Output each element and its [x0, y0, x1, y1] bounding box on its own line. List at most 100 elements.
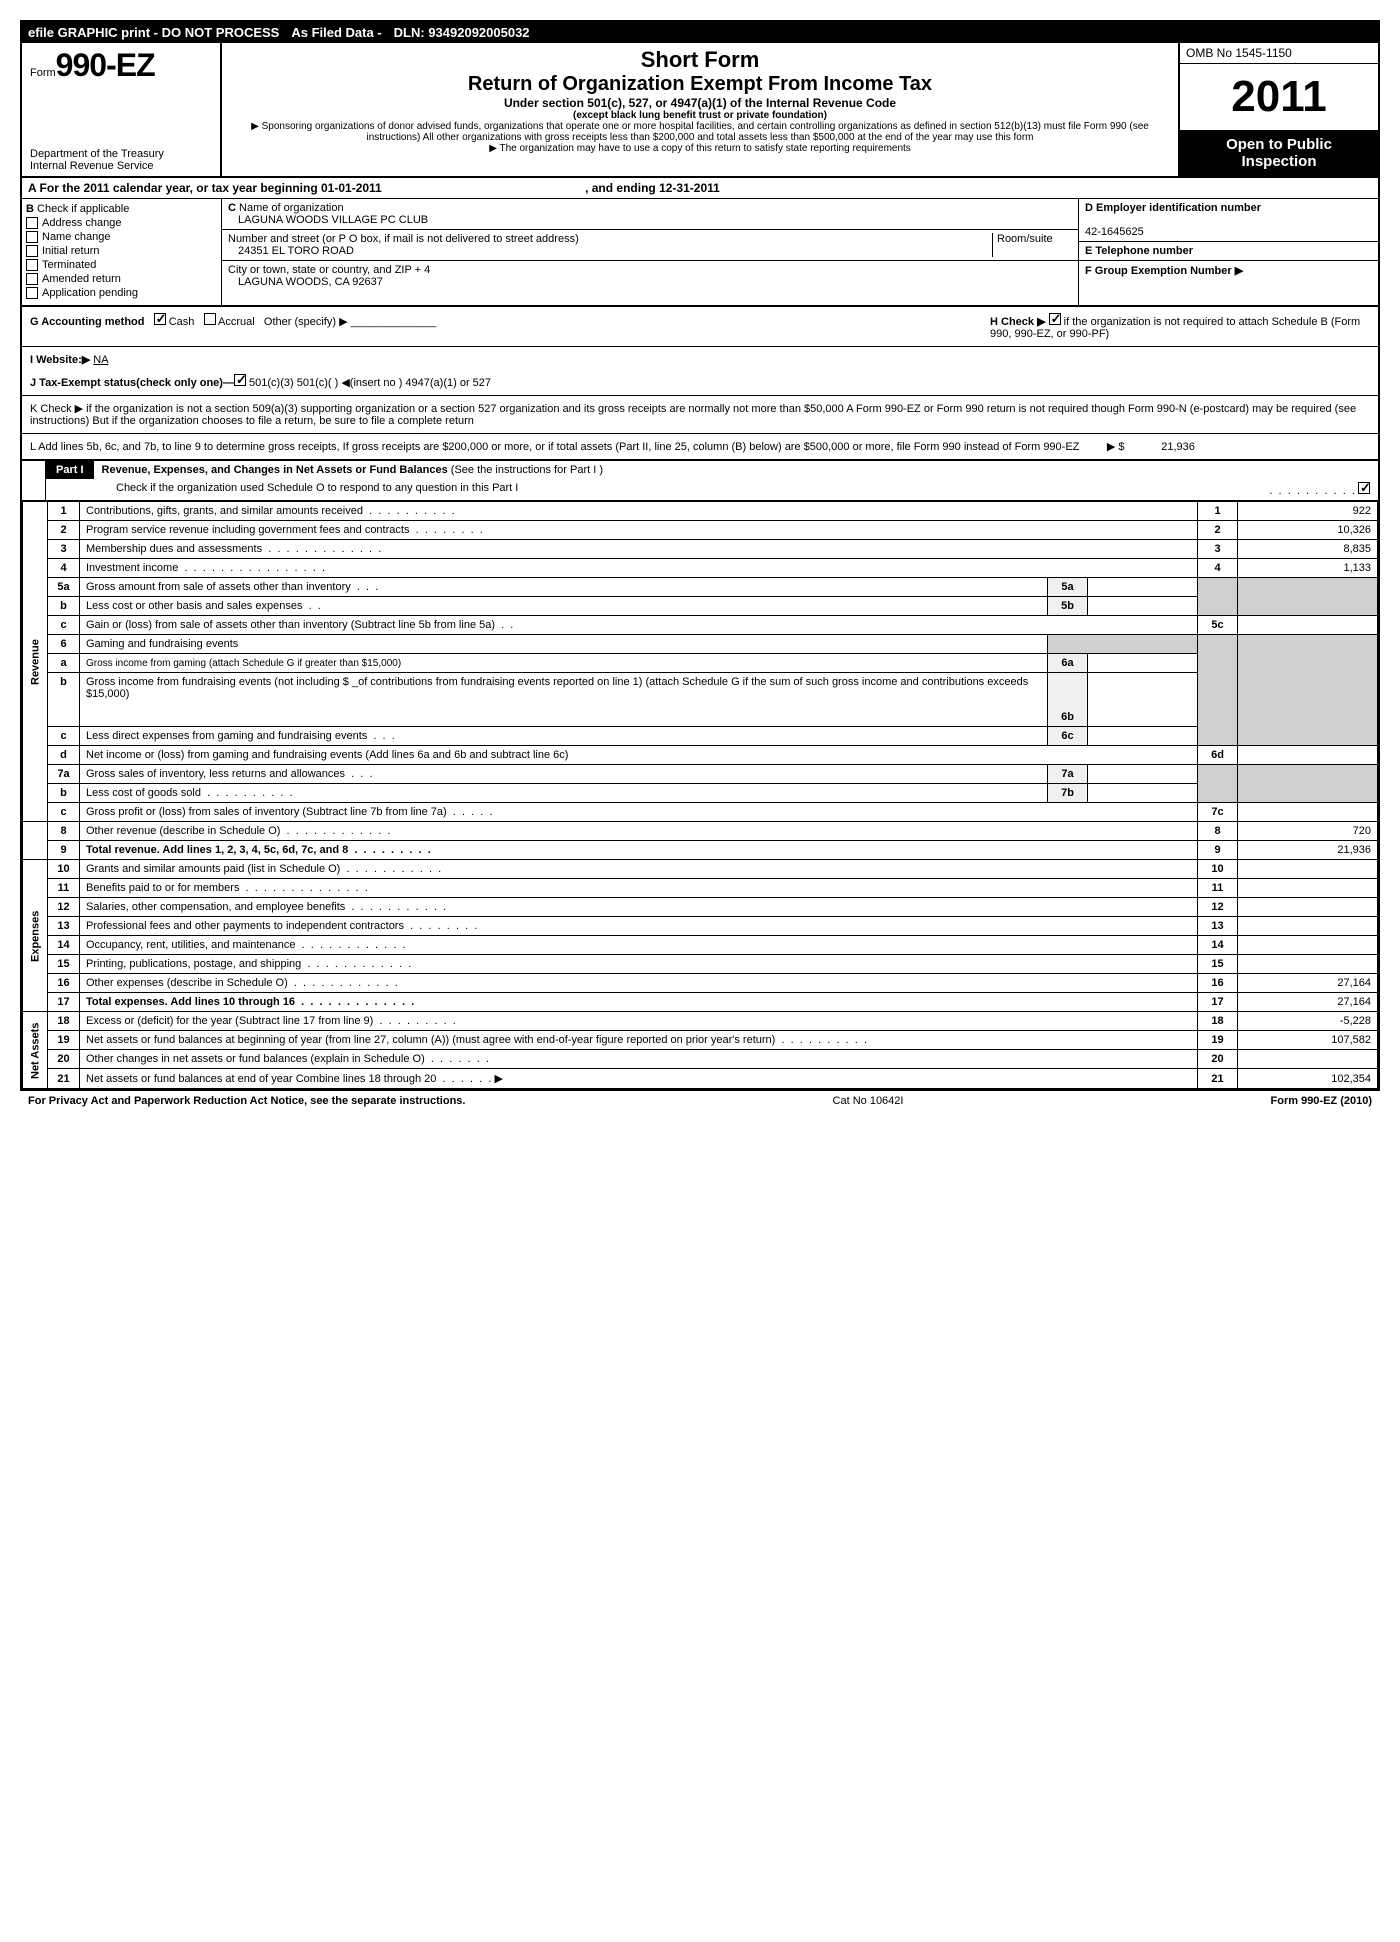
org-name-label: Name of organization: [239, 202, 344, 214]
val-5a: [1088, 578, 1198, 597]
val-11: [1238, 879, 1378, 898]
cb-address-change[interactable]: Address change: [26, 217, 217, 229]
val-13: [1238, 917, 1378, 936]
section-a-text: A For the 2011 calendar year, or tax yea…: [28, 181, 382, 195]
cb-amended-return[interactable]: Amended return: [26, 273, 217, 285]
line-11: 11 Benefits paid to or for members . . .…: [23, 879, 1378, 898]
cb-cash[interactable]: [154, 313, 166, 325]
return-title: Return of Organization Exempt From Incom…: [232, 73, 1168, 96]
org-name: LAGUNA WOODS VILLAGE PC CLUB: [228, 214, 428, 226]
part1-header: Part I Revenue, Expenses, and Changes in…: [22, 461, 1378, 501]
checkbox-icon: [26, 217, 38, 229]
part1-title: Revenue, Expenses, and Changes in Net As…: [102, 464, 448, 476]
line-6: 6 Gaming and fundraising events: [23, 635, 1378, 654]
checkbox-icon: [26, 273, 38, 285]
room-suite-label: Room/suite: [992, 233, 1072, 257]
val-4: 1,133: [1238, 559, 1378, 578]
section-i: I Website:▶ NA: [22, 347, 1378, 368]
side-spacer: [22, 461, 46, 479]
val-18: -5,228: [1238, 1012, 1378, 1031]
h-text: if the organization is not required to a…: [990, 316, 1360, 340]
line-6d: d Net income or (loss) from gaming and f…: [23, 746, 1378, 765]
footer-catno: Cat No 10642I: [833, 1095, 904, 1107]
section-h: H Check ▶ if the organization is not req…: [990, 313, 1370, 340]
info-right: D Employer identification number 42-1645…: [1078, 199, 1378, 305]
instr1: ▶ Sponsoring organizations of donor advi…: [232, 121, 1168, 143]
line-19: 19 Net assets or fund balances at beginn…: [23, 1031, 1378, 1050]
check-if-applicable: Check if applicable: [37, 203, 129, 215]
part1-label: Part I: [46, 461, 94, 479]
l-amount: 21,936: [1161, 441, 1195, 453]
cb-schedule-o[interactable]: [1358, 482, 1370, 494]
tax-exempt-opts: 501(c)(3) 501(c)( ) ◀(insert no ) 4947(a…: [249, 377, 491, 389]
website-value: NA: [93, 354, 108, 366]
cb-application-pending[interactable]: Application pending: [26, 287, 217, 299]
section-g: G Accounting method Cash Accrual Other (…: [30, 313, 436, 340]
line-16: 16 Other expenses (describe in Schedule …: [23, 974, 1378, 993]
line-14: 14 Occupancy, rent, utilities, and maint…: [23, 936, 1378, 955]
line-6c: c Less direct expenses from gaming and f…: [23, 727, 1378, 746]
line-8: 8 Other revenue (describe in Schedule O)…: [23, 822, 1378, 841]
open-line2: Inspection: [1186, 153, 1372, 170]
val-6b: [1088, 673, 1198, 727]
header-right: OMB No 1545-1150 2011 Open to Public Ins…: [1178, 43, 1378, 176]
line-2: 2 Program service revenue including gove…: [23, 521, 1378, 540]
part1-check-text: Check if the organization used Schedule …: [116, 482, 518, 497]
subtitle2: (except black lung benefit trust or priv…: [232, 110, 1168, 121]
val-14: [1238, 936, 1378, 955]
line-17: 17 Total expenses. Add lines 10 through …: [23, 993, 1378, 1012]
line-15: 15 Printing, publications, postage, and …: [23, 955, 1378, 974]
footer-form: Form 990-EZ (2010): [1271, 1095, 1372, 1107]
header-center: Short Form Return of Organization Exempt…: [222, 43, 1178, 176]
val-5b: [1088, 597, 1198, 616]
netassets-side-label: Net Assets: [23, 1012, 48, 1089]
section-b-label: B: [26, 203, 34, 215]
val-2: 10,326: [1238, 521, 1378, 540]
info-section: B Check if applicable Address change Nam…: [22, 199, 1378, 307]
header-left: Form990-EZ Department of the Treasury In…: [22, 43, 222, 176]
val-16: 27,164: [1238, 974, 1378, 993]
short-form-label: Short Form: [232, 47, 1168, 73]
dept-irs: Internal Revenue Service: [30, 160, 212, 172]
checkbox-icon: [26, 259, 38, 271]
cb-accrual[interactable]: [204, 313, 216, 325]
part1-suffix: (See the instructions for Part I ): [451, 464, 603, 476]
org-address: 24351 EL TORO ROAD: [228, 245, 354, 257]
line-7c: c Gross profit or (loss) from sales of i…: [23, 803, 1378, 822]
footer-privacy: For Privacy Act and Paperwork Reduction …: [28, 1095, 465, 1107]
org-city: LAGUNA WOODS, CA 92637: [228, 276, 383, 288]
line-6a: a Gross income from gaming (attach Sched…: [23, 654, 1378, 673]
line-13: 13 Professional fees and other payments …: [23, 917, 1378, 936]
section-l-text: L Add lines 5b, 6c, and 7b, to line 9 to…: [30, 441, 1079, 453]
section-j: J Tax-Exempt status(check only one)— 501…: [22, 368, 1378, 396]
cb-terminated[interactable]: Terminated: [26, 259, 217, 271]
line-7b: b Less cost of goods sold . . . . . . . …: [23, 784, 1378, 803]
val-20: [1238, 1050, 1378, 1069]
city-label: City or town, state or country, and ZIP …: [228, 264, 430, 276]
line-4: 4 Investment income . . . . . . . . . . …: [23, 559, 1378, 578]
form-990ez: efile GRAPHIC print - DO NOT PROCESS As …: [20, 20, 1380, 1091]
section-k: K Check ▶ if the organization is not a s…: [22, 396, 1378, 434]
val-17: 27,164: [1238, 993, 1378, 1012]
tax-year: 2011: [1180, 64, 1378, 130]
instr2: ▶ The organization may have to use a cop…: [232, 143, 1168, 154]
section-d-label: D Employer identification number: [1085, 202, 1261, 214]
part1-title-row: Revenue, Expenses, and Changes in Net As…: [94, 461, 1378, 479]
val-15: [1238, 955, 1378, 974]
efile-notice: efile GRAPHIC print - DO NOT PROCESS: [22, 22, 285, 43]
section-a-ending: , and ending 12-31-2011: [585, 181, 720, 195]
form-prefix: Form: [30, 67, 56, 79]
ein: 42-1645625: [1085, 226, 1144, 238]
section-g-h: G Accounting method Cash Accrual Other (…: [22, 307, 1378, 347]
val-7c: [1238, 803, 1378, 822]
cb-initial-return[interactable]: Initial return: [26, 245, 217, 257]
cb-501c3[interactable]: [234, 374, 246, 386]
cb-name-change[interactable]: Name change: [26, 231, 217, 243]
section-f-label: F Group Exemption Number ▶: [1085, 265, 1243, 277]
checkbox-icon: [26, 245, 38, 257]
line-18: Net Assets 18 Excess or (deficit) for th…: [23, 1012, 1378, 1031]
section-k-text: K Check ▶ if the organization is not a s…: [30, 403, 1356, 427]
cb-schedule-b[interactable]: [1049, 313, 1061, 325]
section-a: A For the 2011 calendar year, or tax yea…: [22, 178, 1378, 199]
open-line1: Open to Public: [1186, 136, 1372, 153]
